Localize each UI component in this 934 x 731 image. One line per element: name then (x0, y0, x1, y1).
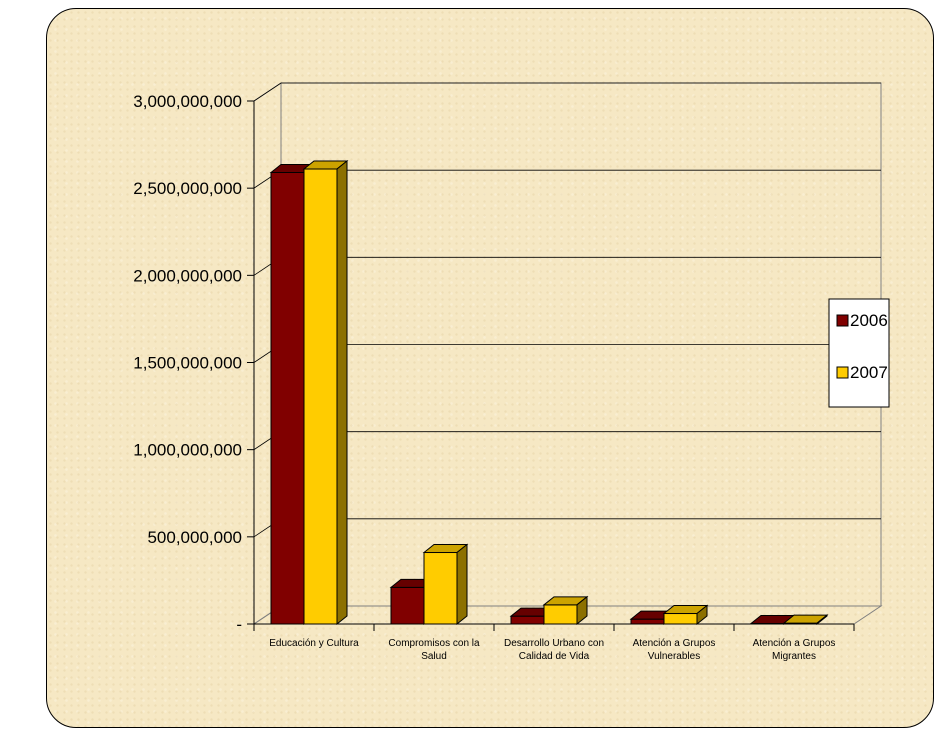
legend-swatch (836, 366, 849, 379)
bars (269, 159, 829, 626)
bar-front (423, 552, 458, 625)
chart-frame: - 500,000,000 1,000,000,000 1,500,000,000 2,… (46, 8, 934, 728)
x-category-label: Atención a Grupos Vulnerables (633, 638, 716, 662)
bar-front (390, 586, 425, 625)
bar-side (576, 595, 588, 626)
bar-2007 (422, 543, 469, 626)
bar-front (303, 168, 338, 625)
gridline (253, 431, 881, 450)
bar-side (696, 604, 708, 626)
bar-front (630, 618, 665, 625)
y-tick-label: - (236, 615, 242, 634)
gridline (253, 256, 881, 276)
x-category-label-line: Salud (421, 651, 447, 662)
gridlines (253, 82, 881, 538)
bar-front (543, 604, 578, 625)
bar-2007 (542, 595, 589, 626)
bar-side (336, 159, 348, 626)
y-tick-label: 2,000,000,000 (133, 266, 242, 285)
x-category-label-line: Vulnerables (648, 651, 700, 662)
x-category-label-line: Migrantes (772, 651, 816, 662)
gridline (253, 344, 881, 363)
x-category-label-line: Compromisos con la (388, 638, 480, 649)
bar-side (456, 543, 468, 626)
bar-front (510, 615, 545, 625)
x-category-labels: Educación y Cultura Compromisos con la Sal… (253, 624, 855, 662)
legend: 2006 2007 (828, 298, 890, 408)
legend-label: 2007 (850, 363, 888, 382)
bar-front (270, 171, 305, 625)
chart-walls (252, 82, 883, 625)
legend-label: 2006 (850, 311, 888, 330)
y-tick-label: 2,500,000,000 (133, 179, 242, 198)
x-category-label: Atención a Grupos Migrantes (753, 638, 836, 662)
y-tick-label: 500,000,000 (147, 528, 242, 547)
bar-2007 (302, 159, 349, 626)
bar-front (663, 613, 698, 625)
gridline (253, 82, 881, 102)
gridline (253, 518, 881, 538)
legend-swatch (836, 314, 849, 327)
x-category-label-line: Calidad de Vida (519, 651, 590, 662)
y-tick-label: 1,000,000,000 (133, 441, 242, 460)
x-category-label-line: Educación y Cultura (269, 638, 359, 649)
x-category-label-line: Desarrollo Urbano con (504, 638, 604, 649)
bar-2007 (782, 614, 829, 626)
y-tick-labels: - 500,000,000 1,000,000,000 1,500,000,000 2,… (133, 92, 254, 634)
x-category-label: Educación y Cultura (269, 638, 359, 649)
x-category-label: Desarrollo Urbano con Calidad de Vida (504, 638, 604, 662)
x-category-label: Compromisos con la Salud (388, 638, 480, 662)
x-category-label-line: Atención a Grupos (633, 638, 716, 649)
bar-2007 (662, 604, 709, 626)
y-tick-label: 1,500,000,000 (133, 354, 242, 373)
x-category-label-line: Atención a Grupos (753, 638, 836, 649)
gridline (253, 169, 881, 189)
y-tick-label: 3,000,000,000 (133, 92, 242, 111)
bar-chart: - 500,000,000 1,000,000,000 1,500,000,000 2,… (133, 82, 890, 662)
bar-side (816, 614, 828, 626)
